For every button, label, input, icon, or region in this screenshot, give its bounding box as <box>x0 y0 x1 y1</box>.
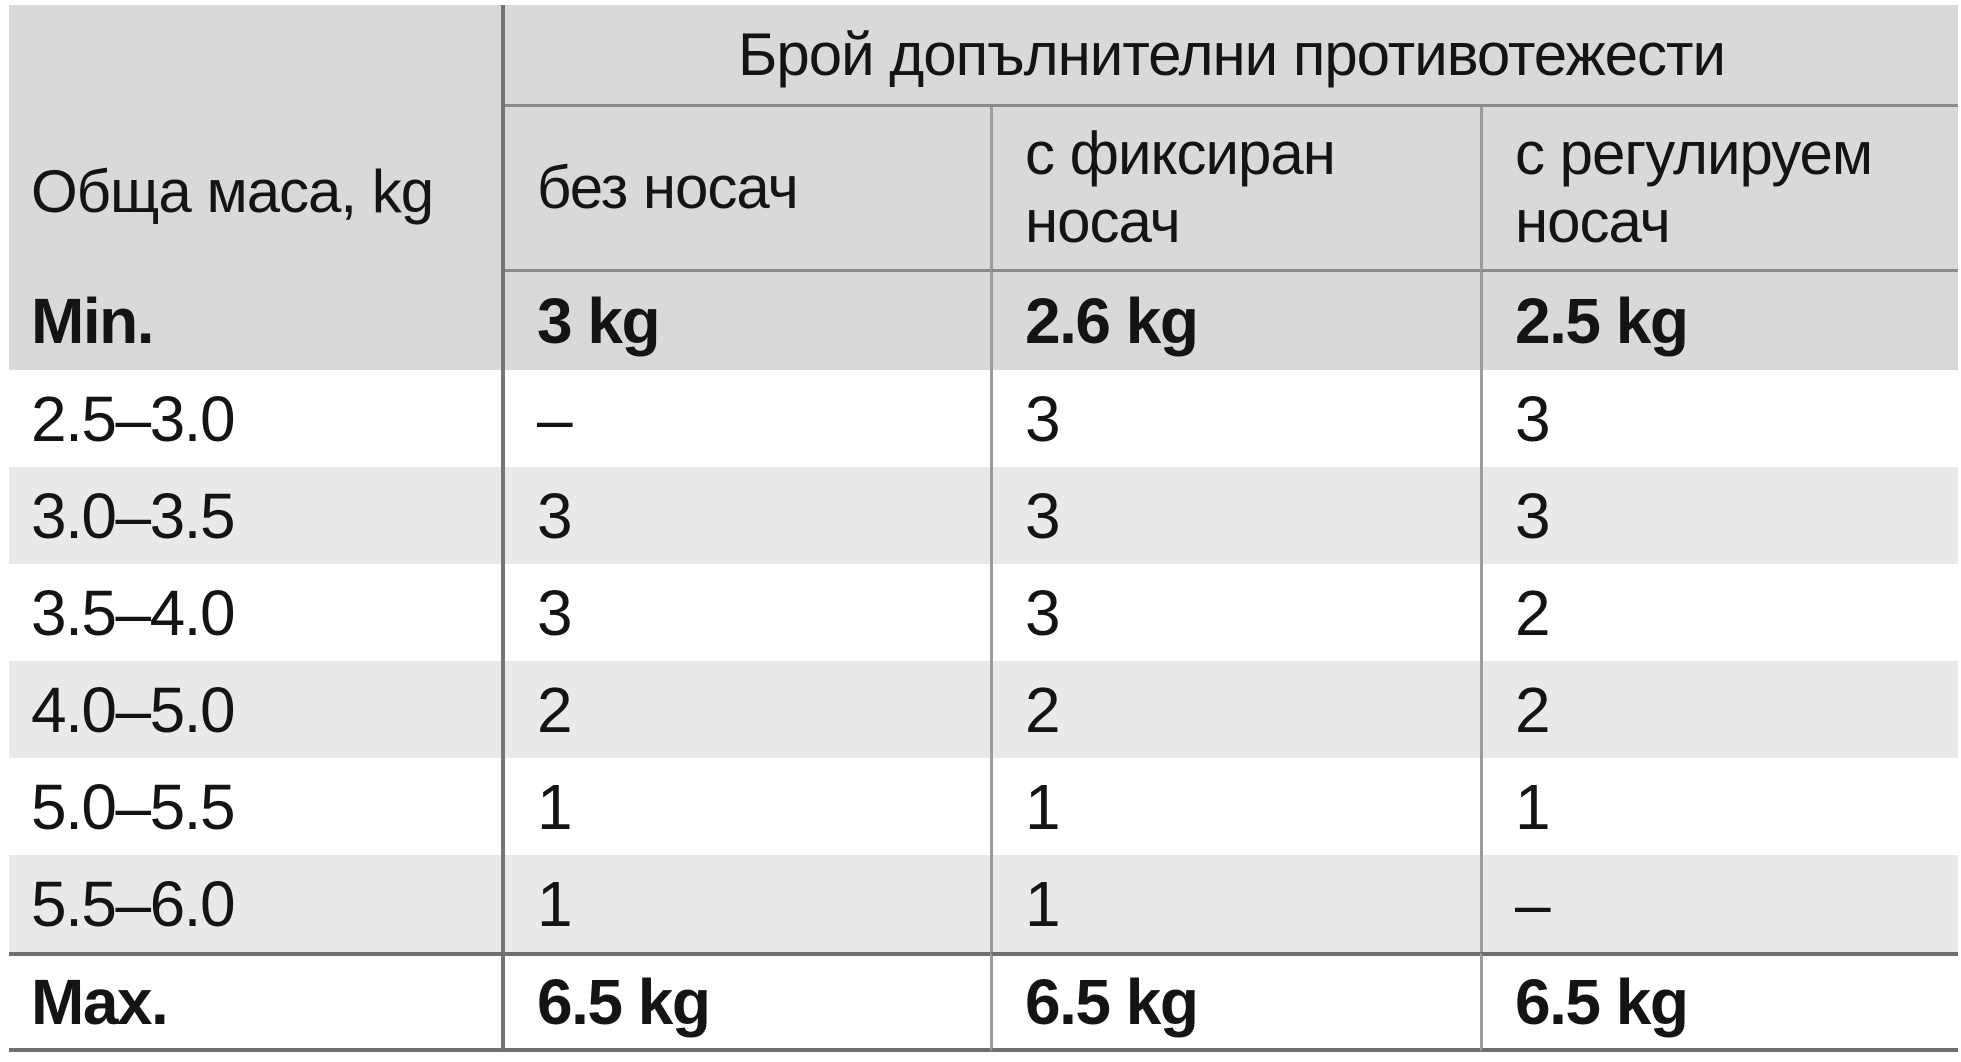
value-cell: 1 <box>505 855 990 952</box>
max-label-cell: Max. <box>9 952 505 1052</box>
range-cell: 3.5–4.0 <box>9 564 505 661</box>
value-cell: 2 <box>990 661 1480 758</box>
value-cell: 2 <box>1480 564 1958 661</box>
range-cell: 4.0–5.0 <box>9 661 505 758</box>
min-value-cell: 2.6 kg <box>990 272 1480 370</box>
max-value-cell: 6.5 kg <box>505 952 990 1052</box>
value-cell: 1 <box>990 855 1480 952</box>
value-cell: 3 <box>990 467 1480 564</box>
value-cell: 3 <box>1480 467 1958 564</box>
min-value-cell: 2.5 kg <box>1480 272 1958 370</box>
max-value-cell: 6.5 kg <box>990 952 1480 1052</box>
range-cell: 5.5–6.0 <box>9 855 505 952</box>
value-cell: – <box>505 370 990 467</box>
max-value-cell: 6.5 kg <box>1480 952 1958 1052</box>
value-cell: 2 <box>505 661 990 758</box>
col-header-without-carrier: без носач <box>505 107 990 272</box>
value-cell: – <box>1480 855 1958 952</box>
value-cell: 1 <box>990 758 1480 855</box>
span-header-cell: Брой допълнителни противотежести <box>505 5 1958 107</box>
range-cell: 5.0–5.5 <box>9 758 505 855</box>
value-cell: 2 <box>1480 661 1958 758</box>
value-cell: 3 <box>505 564 990 661</box>
value-cell: 1 <box>505 758 990 855</box>
value-cell: 3 <box>1480 370 1958 467</box>
range-cell: 2.5–3.0 <box>9 370 505 467</box>
value-cell: 3 <box>990 370 1480 467</box>
col-header-fixed-carrier: с фиксиран носач <box>990 107 1480 272</box>
value-cell: 1 <box>1480 758 1958 855</box>
min-value-cell: 3 kg <box>505 272 990 370</box>
value-cell: 3 <box>990 564 1480 661</box>
range-cell: 3.0–3.5 <box>9 467 505 564</box>
value-cell: 3 <box>505 467 990 564</box>
total-mass-header-cell: Обща маса, kg <box>9 5 505 272</box>
col-header-adjustable-carrier: с регулируем носач <box>1480 107 1958 272</box>
min-label-cell: Min. <box>9 272 505 370</box>
counterweight-table: Обща маса, kg Брой допълнителни противот… <box>9 5 1958 1052</box>
